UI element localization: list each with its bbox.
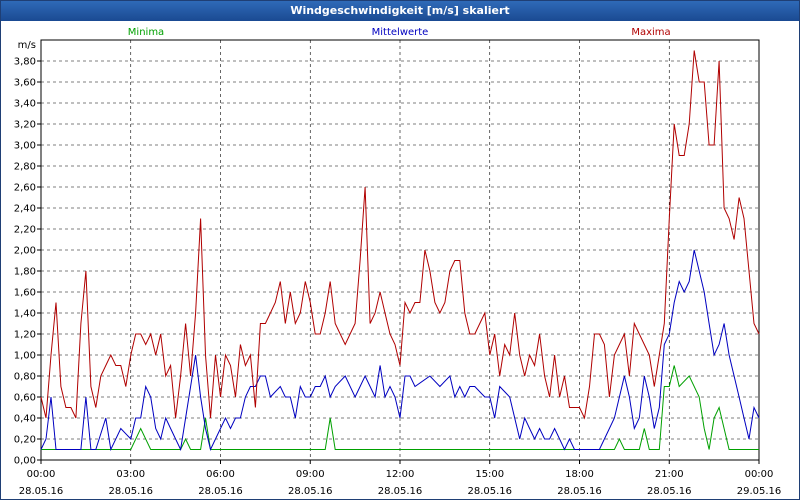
x-tick-time-label: 03:00 — [116, 469, 145, 480]
y-tick-label: 1,60 — [14, 288, 36, 299]
legend-mittelwerte: Mittelwerte — [372, 27, 429, 38]
series-lines — [40, 50, 760, 452]
y-tick-label: 0,60 — [14, 393, 36, 404]
y-tick-label: 2,40 — [14, 204, 36, 215]
grid — [41, 40, 759, 460]
x-tick-date-label: 28.05.16 — [198, 486, 243, 497]
x-tick-date-label: 28.05.16 — [19, 486, 64, 497]
legend-maxima: Maxima — [631, 27, 670, 38]
window-title: Windgeschwindigkeit [m/s] skaliert — [1, 1, 799, 21]
y-tick-label: 1,40 — [14, 309, 36, 320]
y-axis: 0,00 0,20 0,40 0,60 0,80 1,00 1,20 1,40 1,60 1,80… — [14, 57, 41, 467]
x-tick-time-label: 12:00 — [386, 469, 415, 480]
x-tick-time-label: 15:00 — [475, 469, 504, 480]
y-axis-label: m/s — [18, 40, 36, 51]
x-tick-date-label: 28.05.16 — [647, 486, 692, 497]
series-line-mittelwerte — [40, 249, 760, 452]
x-tick-time-label: 00:00 — [745, 469, 774, 480]
x-tick-date-label: 28.05.16 — [557, 486, 602, 497]
y-tick-label: 2,00 — [14, 246, 36, 257]
series-line-minima — [41, 365, 759, 450]
x-tick-time-label: 00:00 — [27, 469, 56, 480]
y-tick-label: 3,00 — [14, 141, 36, 152]
series-line-maxima — [40, 50, 760, 420]
x-tick-date-label: 28.05.16 — [288, 486, 333, 497]
y-tick-label: 0,00 — [14, 456, 36, 467]
y-tick-label: 0,40 — [14, 414, 36, 425]
y-tick-label: 1,00 — [14, 351, 36, 362]
x-tick-time-label: 18:00 — [565, 469, 594, 480]
x-tick-date-label: 28.05.16 — [378, 486, 423, 497]
y-tick-label: 3,40 — [14, 99, 36, 110]
x-axis: 00:00 28.05.16 03:00 28.05.16 06:00 28.05.16 0… — [19, 460, 782, 497]
x-tick-date-label: 28.05.16 — [108, 486, 153, 497]
y-tick-label: 2,80 — [14, 162, 36, 173]
y-tick-label: 3,80 — [14, 57, 36, 68]
y-tick-label: 1,20 — [14, 330, 36, 341]
x-tick-time-label: 09:00 — [296, 469, 325, 480]
y-tick-label: 0,20 — [14, 435, 36, 446]
x-tick-time-label: 06:00 — [206, 469, 235, 480]
legend-minima: Minima — [128, 27, 164, 38]
y-tick-label: 1,80 — [14, 267, 36, 278]
legend: Minima Mittelwerte Maxima — [128, 27, 671, 38]
x-tick-date-label: 29.05.16 — [737, 486, 782, 497]
x-tick-time-label: 21:00 — [655, 469, 684, 480]
y-tick-label: 0,80 — [14, 372, 36, 383]
y-tick-label: 3,20 — [14, 120, 36, 131]
y-tick-label: 2,60 — [14, 183, 36, 194]
x-tick-date-label: 28.05.16 — [467, 486, 512, 497]
y-tick-label: 2,20 — [14, 225, 36, 236]
y-tick-label: 3,60 — [14, 78, 36, 89]
